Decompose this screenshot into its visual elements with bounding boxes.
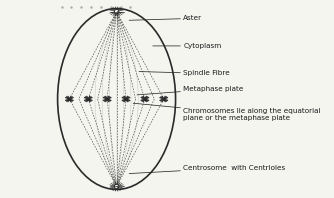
Text: Cytoplasm: Cytoplasm <box>153 43 222 49</box>
Circle shape <box>115 9 119 14</box>
Circle shape <box>115 184 119 189</box>
Text: Spindle Fibre: Spindle Fibre <box>139 70 230 76</box>
Text: Aster: Aster <box>129 15 202 21</box>
Text: Chromosomes lie along the equatorial
plane or the metaphase plate: Chromosomes lie along the equatorial pla… <box>133 103 321 121</box>
Text: Centrosome  with Centrioles: Centrosome with Centrioles <box>129 165 286 174</box>
Text: Metaphase plate: Metaphase plate <box>137 86 244 95</box>
